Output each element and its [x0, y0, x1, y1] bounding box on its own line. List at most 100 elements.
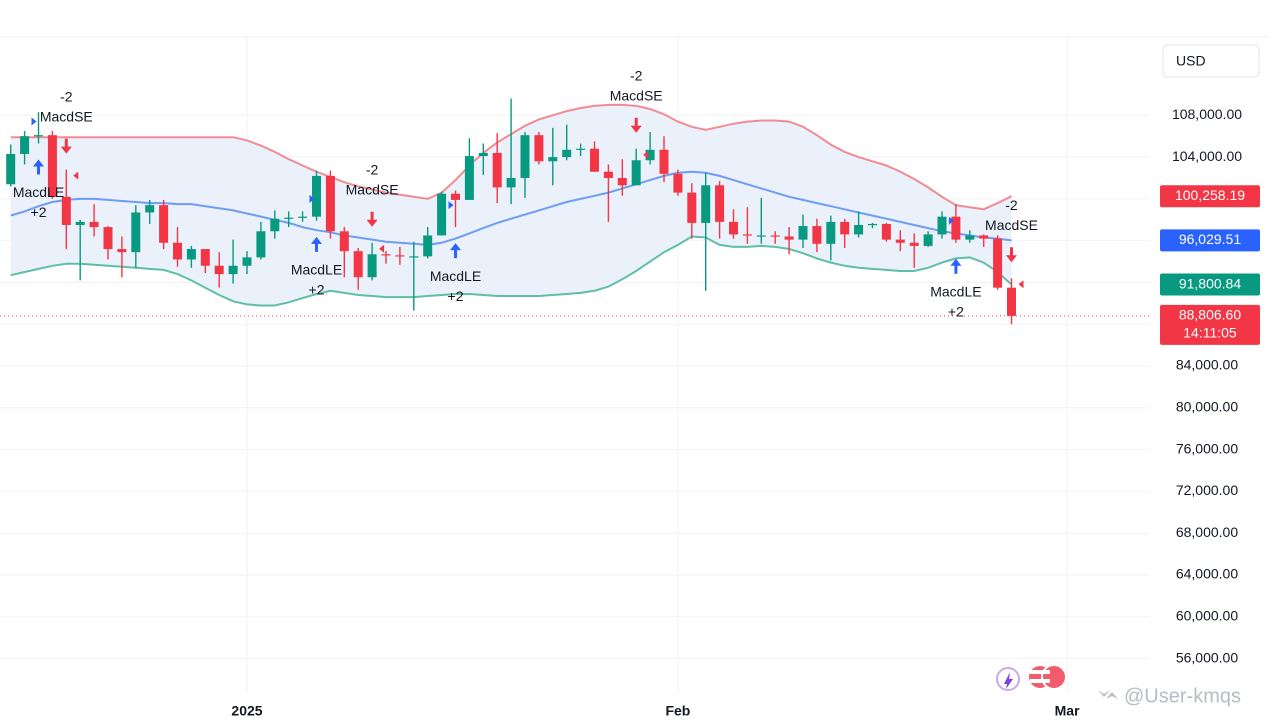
price-labels: 100,258.19 96,029.51 91,800.84 88,806.60 14:…: [1160, 185, 1260, 345]
candle-body: [159, 205, 169, 243]
signal-marker: [643, 150, 649, 159]
candle-body: [937, 216, 947, 235]
candle-body: [409, 256, 419, 258]
candle-body: [186, 249, 196, 260]
price-label-box: [1160, 304, 1260, 345]
candle-body: [742, 234, 752, 236]
candle-body: [868, 223, 877, 226]
candle-body: [729, 221, 738, 235]
price-label: 88,806.60: [1179, 307, 1241, 323]
y-tick-label: 108,000.00: [1172, 106, 1242, 122]
candle-body: [576, 148, 586, 150]
icon-flag[interactable]: [1041, 664, 1067, 690]
candle-body: [923, 234, 933, 246]
signal-label: MacdSE: [346, 181, 399, 197]
short-arrow: [60, 138, 72, 154]
candle-body: [200, 249, 210, 266]
signal-qty: +2: [448, 288, 464, 304]
short-arrow: [630, 117, 642, 133]
icon-bolt: [1004, 672, 1013, 689]
signal-label: MacdSE: [610, 87, 663, 103]
candle-body: [548, 157, 558, 162]
currency-box[interactable]: [1162, 44, 1260, 78]
candle-body: [826, 221, 836, 244]
x-tick-label: 2025: [231, 703, 262, 719]
candle-body: [659, 149, 669, 174]
y-tick-label: 84,000.00: [1176, 357, 1238, 373]
signal-marker: [448, 201, 454, 210]
price-label: 96,029.51: [1179, 231, 1241, 247]
candle-body: [145, 205, 155, 213]
candle-body: [228, 265, 238, 275]
candles: [6, 98, 1016, 325]
signal-qty: -2: [60, 88, 73, 104]
signal-marker: [1018, 280, 1024, 289]
candle-body: [840, 221, 850, 235]
candle-body: [854, 225, 864, 235]
candle-body: [256, 231, 266, 258]
short-arrow: [1006, 247, 1017, 263]
candle-body: [367, 254, 377, 278]
price-label-time: 14:11:05: [1183, 325, 1237, 341]
candle-body: [381, 254, 391, 256]
candle-body: [312, 175, 321, 217]
candle-body: [478, 152, 488, 157]
candle-body: [6, 153, 16, 185]
candle-body: [881, 223, 891, 240]
signal-marker: [379, 244, 385, 253]
candle-body: [89, 221, 99, 228]
icon-stripe: [1030, 670, 1050, 674]
signal-label: MacdSE: [40, 108, 93, 124]
candle-body: [645, 149, 655, 161]
signal-label: MacdLE: [430, 268, 481, 284]
candle-body: [951, 216, 961, 240]
currency: USD: [1176, 53, 1206, 69]
signal-qty: +2: [31, 204, 47, 220]
candle-body: [339, 231, 349, 252]
candle-body: [75, 221, 85, 226]
icons: [996, 664, 1118, 699]
x-tick-label: Feb: [665, 703, 690, 719]
candle-body: [284, 217, 294, 219]
candle-body: [131, 212, 141, 253]
signal-label: MacdLE: [930, 283, 981, 299]
candle-body: [1007, 287, 1016, 316]
price-label-box: [1160, 273, 1260, 296]
candle-body: [214, 265, 224, 275]
long-arrow: [450, 243, 461, 259]
signal-marker: [948, 216, 954, 225]
watermark-logo: [1098, 690, 1118, 699]
candle-body: [242, 257, 252, 266]
signal-label: MacdSE: [985, 217, 1038, 233]
band-lower: [10, 235, 1013, 307]
candle-body: [993, 238, 1003, 288]
candle-body: [631, 160, 641, 186]
y-tick-label: 72,000.00: [1176, 482, 1238, 498]
y-tick-label: 80,000.00: [1176, 399, 1238, 415]
candle-body: [895, 239, 905, 243]
candle-body: [173, 242, 182, 260]
candle-body: [298, 216, 308, 218]
candle-body: [603, 171, 613, 178]
signal-marker: [309, 194, 315, 203]
candle-body: [798, 226, 808, 240]
candle-body: [770, 235, 780, 237]
candle-body: [395, 255, 405, 257]
candle-body: [34, 135, 43, 137]
candle-body: [979, 235, 989, 239]
candle-body: [617, 177, 627, 186]
signal-label: MacdLE: [13, 184, 64, 200]
price-label: 91,800.84: [1179, 275, 1241, 291]
price-label-box: [1160, 185, 1260, 208]
candle-body: [715, 185, 725, 222]
signal-qty: +2: [309, 282, 325, 298]
y-tick-label: 60,000.00: [1176, 607, 1238, 623]
y-tick-label: 76,000.00: [1176, 440, 1238, 456]
candle-body: [687, 192, 697, 223]
candle-body: [103, 227, 113, 250]
long-arrow: [311, 236, 322, 252]
price-label: 100,258.19: [1175, 187, 1245, 203]
candle-body: [437, 193, 447, 236]
